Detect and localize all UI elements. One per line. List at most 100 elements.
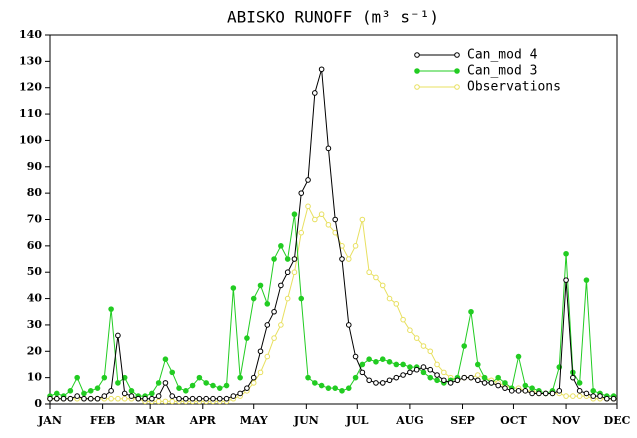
data-point [264,322,271,328]
data-point [420,369,427,376]
y-tick-label: 100 [19,133,42,146]
data-point [87,395,94,402]
data-point [121,390,128,397]
data-point [278,322,284,328]
data-point [413,366,420,373]
data-point [108,306,114,312]
data-point [135,395,142,402]
data-point [250,295,257,302]
data-point [352,374,359,381]
data-point [508,388,515,394]
data-point [237,390,243,397]
legend-label: Can_mod 3 [467,64,537,79]
data-point [400,361,406,368]
data-point [53,395,60,402]
data-point [495,374,501,381]
data-point [522,388,529,394]
data-point [115,332,121,339]
data-point [101,393,108,399]
data-point [128,388,135,394]
x-tick-label: AUG [395,414,424,427]
data-point [413,335,420,341]
data-point [318,382,325,389]
data-point [230,393,237,399]
data-point [250,380,257,386]
data-point [203,395,209,402]
legend-label: Can_mod 4 [467,48,538,63]
data-point [345,322,352,328]
series-line [50,69,614,400]
data-point [305,374,311,381]
data-point [420,343,427,349]
x-tick-label: JUN [293,414,319,427]
data-point [549,390,556,397]
series-line [49,214,614,397]
data-point [400,316,406,323]
data-point [604,395,610,402]
data-point [481,380,488,386]
data-point [284,256,291,262]
data-point [284,295,291,302]
data-point [101,374,108,381]
data-point [244,385,250,391]
data-point [128,393,135,399]
data-point [60,395,67,402]
data-point [257,282,264,289]
data-point [332,216,338,223]
data-point [515,353,522,360]
data-point [373,380,379,386]
y-tick-label: 110 [19,107,42,120]
data-point [502,385,508,391]
data-point [278,243,284,249]
data-point [155,393,162,399]
data-point [67,395,74,402]
data-point [536,390,542,397]
data-point [345,256,352,262]
data-point [570,374,576,381]
data-point [183,395,189,402]
data-point [115,380,121,386]
data-point [529,385,535,391]
data-point [155,380,162,386]
data-point [339,388,345,394]
data-point [597,393,603,399]
data-point [474,361,481,368]
data-point [468,308,474,315]
data-point [502,380,508,386]
data-point [434,377,440,384]
y-tick-label: 60 [27,239,43,252]
data-point [196,395,203,402]
data-point [345,385,352,391]
data-point [250,374,257,381]
series-line [50,204,614,402]
data-point [332,385,338,391]
data-point [169,393,176,399]
data-point [393,301,400,307]
y-tick-label: 90 [27,160,43,173]
data-point [570,393,576,399]
y-tick-label: 20 [27,344,43,357]
data-point [271,256,277,262]
data-point [81,390,87,397]
data-point [583,390,590,397]
data-point [359,369,366,376]
data-point [121,395,128,402]
data-point [447,380,454,386]
data-point [87,388,94,394]
data-point [373,359,379,365]
data-point [162,380,169,386]
data-point [427,348,434,355]
data-point [264,353,271,360]
data-point [298,295,305,302]
data-point [155,398,162,405]
data-point [47,395,53,402]
data-point [108,395,114,402]
data-point [74,374,80,381]
data-point [223,382,230,389]
legend-marker [414,84,420,90]
data-point [576,388,583,394]
x-tick-label: JAN [37,414,62,427]
data-point [318,211,325,218]
data-point [563,277,569,283]
